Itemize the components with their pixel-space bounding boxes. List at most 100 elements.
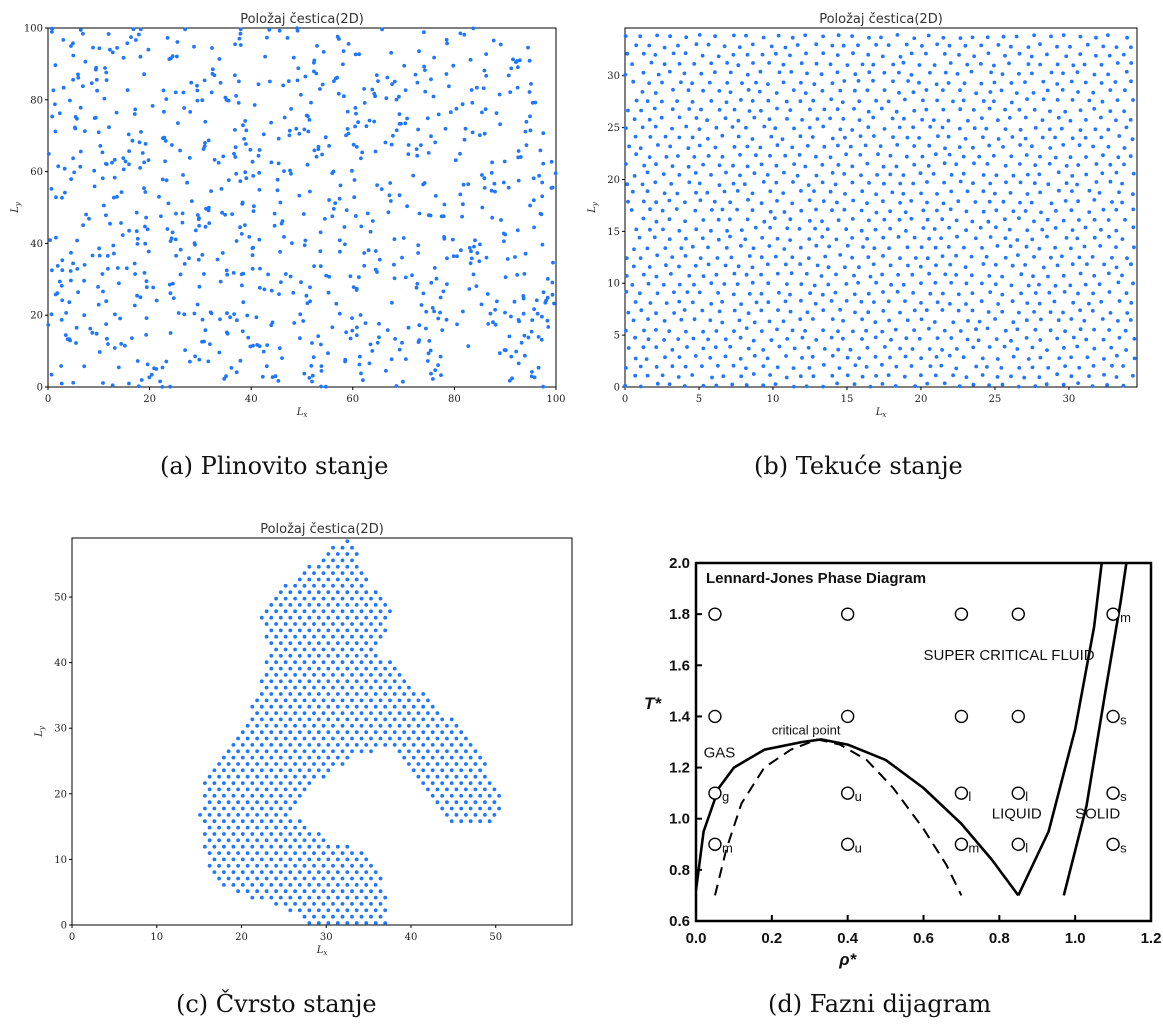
- particle-point: [297, 717, 302, 722]
- particle-point: [1026, 62, 1031, 66]
- particle-point: [419, 303, 424, 307]
- particle-point: [1044, 382, 1049, 387]
- y-tick-label: 20: [607, 175, 620, 186]
- particle-point: [838, 88, 843, 93]
- particle-point: [293, 723, 297, 728]
- x-tick-label: 1.0: [1065, 930, 1086, 947]
- particle-point: [971, 108, 976, 112]
- particle-point: [1026, 283, 1031, 288]
- particle-point: [49, 372, 54, 377]
- particle-point: [454, 800, 459, 805]
- particle-point: [886, 299, 891, 304]
- particle-point: [931, 118, 936, 122]
- particle-point: [873, 227, 878, 232]
- particle-point: [981, 262, 986, 266]
- particle-point: [181, 90, 186, 95]
- particle-point: [321, 889, 326, 894]
- particle-point: [994, 173, 999, 178]
- particle-point: [272, 211, 277, 216]
- particle-point: [538, 148, 543, 153]
- particle-point: [236, 774, 241, 779]
- particle-point: [297, 895, 302, 900]
- particle-point: [264, 660, 269, 665]
- particle-point: [1049, 70, 1054, 75]
- particle-point: [677, 173, 682, 177]
- particle-point: [55, 264, 60, 268]
- particle-point: [1117, 299, 1122, 303]
- particle-point: [633, 300, 638, 304]
- particle-point: [430, 781, 435, 785]
- particle-point: [995, 375, 1000, 379]
- particle-point: [364, 628, 369, 633]
- particle-point: [321, 609, 326, 614]
- particle-point: [345, 895, 350, 900]
- particle-point: [321, 685, 326, 690]
- particle-point: [215, 257, 220, 262]
- particle-point: [397, 698, 402, 703]
- particle-point: [383, 692, 388, 696]
- particle-point: [316, 730, 321, 735]
- particle-point: [236, 787, 241, 792]
- particle-point: [369, 634, 373, 639]
- particle-point: [269, 793, 274, 798]
- particle-point: [312, 647, 316, 652]
- x-tick-label: 25: [989, 394, 1002, 405]
- particle-point: [383, 603, 388, 607]
- particle-point: [265, 35, 269, 40]
- particle-point: [354, 111, 358, 116]
- particle-point: [1084, 337, 1089, 342]
- x-tick-label: 20: [235, 932, 248, 943]
- particle-point: [638, 291, 642, 296]
- particle-point: [426, 698, 430, 703]
- particle-point: [1069, 374, 1074, 379]
- particle-point: [326, 857, 331, 862]
- particle-point: [299, 92, 303, 97]
- particle-point: [654, 274, 659, 279]
- particle-point: [397, 673, 402, 677]
- particle-point: [648, 301, 653, 305]
- particle-point: [996, 118, 1000, 122]
- particle-point: [212, 781, 217, 785]
- particle-point: [207, 774, 212, 779]
- particle-point: [233, 145, 238, 150]
- particle-point: [430, 717, 435, 722]
- particle-point: [274, 800, 278, 805]
- particle-point: [312, 634, 316, 639]
- particle-point: [820, 88, 825, 93]
- particle-point: [373, 921, 378, 925]
- particle-point: [483, 762, 487, 766]
- particle-point: [364, 615, 369, 620]
- particle-point: [759, 108, 763, 113]
- particle-point: [415, 281, 420, 286]
- particle-point: [288, 692, 293, 696]
- particle-point: [795, 173, 800, 178]
- particle-point: [373, 692, 378, 696]
- particle-point: [416, 723, 421, 728]
- particle-point: [1078, 308, 1082, 313]
- particle-point: [829, 97, 834, 102]
- particle-point: [383, 140, 388, 145]
- particle-point: [677, 355, 682, 359]
- particle-point: [830, 317, 835, 321]
- particle-point: [321, 673, 326, 677]
- particle-point: [775, 271, 780, 276]
- particle-point: [312, 660, 316, 665]
- particle-point: [478, 755, 482, 760]
- particle-point: [255, 736, 259, 741]
- particle-point: [814, 42, 819, 47]
- particle-point: [881, 235, 886, 240]
- particle-point: [674, 207, 679, 211]
- particle-point: [96, 130, 101, 135]
- particle-point: [331, 596, 335, 601]
- particle-point: [132, 303, 137, 308]
- particle-point: [974, 91, 978, 96]
- particle-point: [903, 210, 908, 215]
- particle-point: [484, 52, 488, 56]
- particle-point: [976, 338, 981, 343]
- particle-point: [788, 238, 792, 243]
- particle-point: [351, 285, 356, 289]
- particle-point: [50, 268, 54, 273]
- y-axis-label: Ly: [587, 201, 599, 214]
- particle-point: [906, 79, 910, 83]
- particle-point: [316, 870, 321, 874]
